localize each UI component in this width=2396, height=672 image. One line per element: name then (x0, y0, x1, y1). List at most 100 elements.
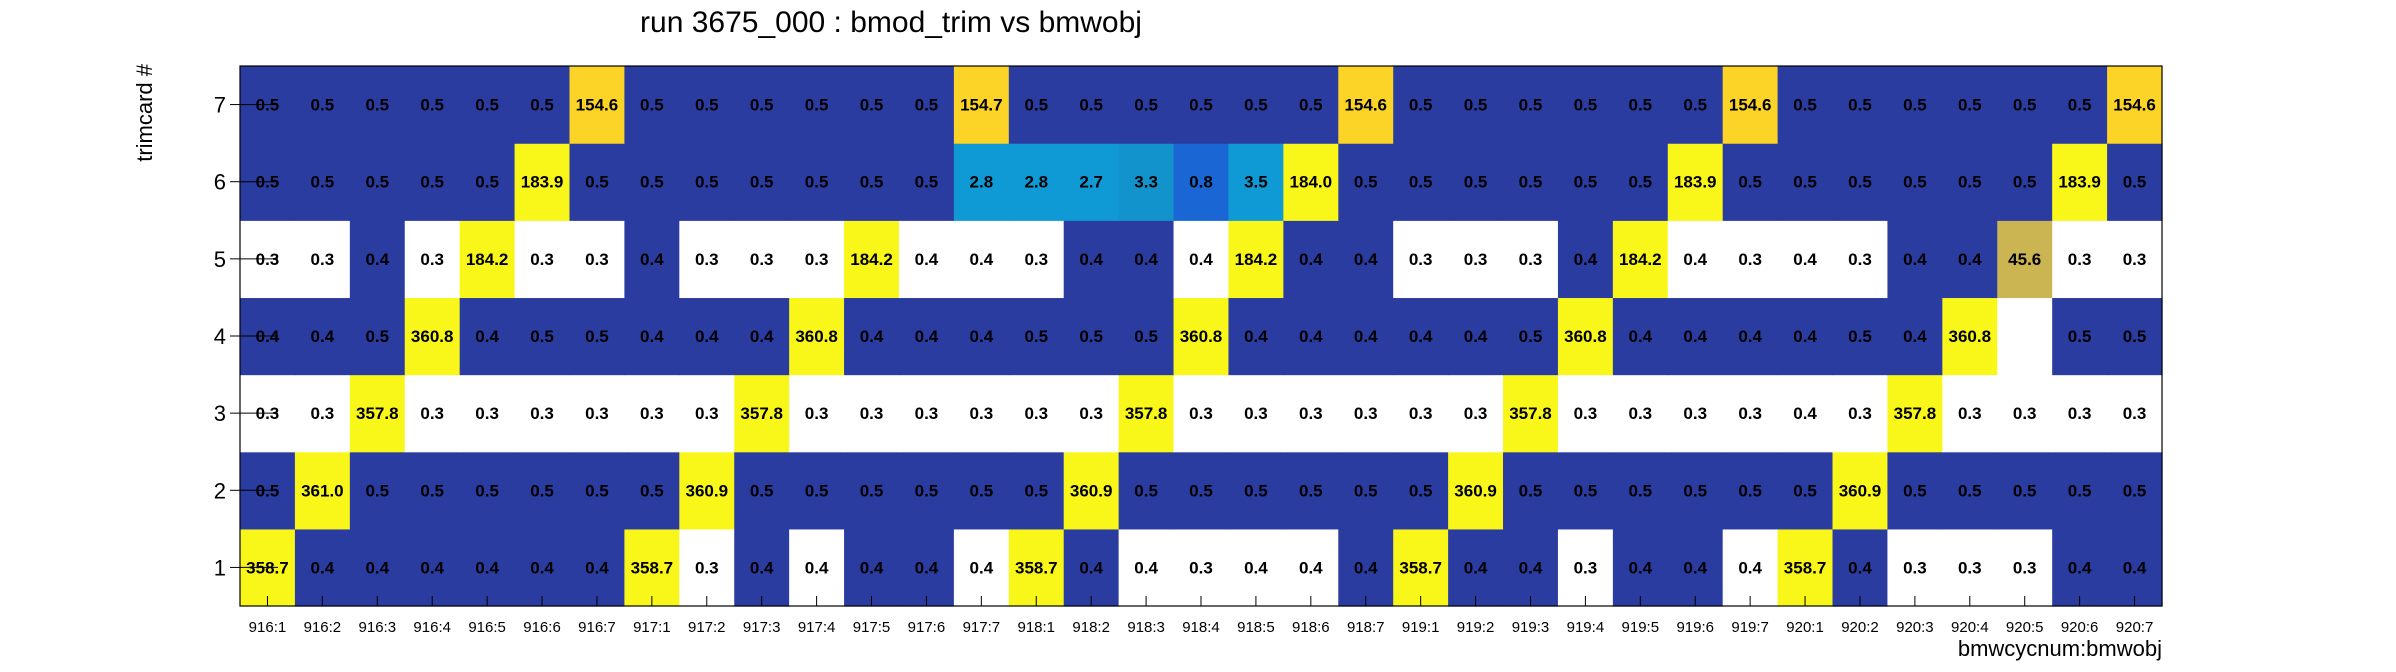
cell-value-label: 0.3 (311, 250, 335, 269)
cell-value-label: 0.5 (1354, 173, 1378, 192)
cell-value-label: 0.5 (1079, 327, 1103, 346)
heatmap-cell (953, 374, 1010, 453)
x-tick-label: 920:6 (2061, 619, 2099, 636)
heatmap-cell (844, 66, 900, 144)
heatmap-cell (349, 143, 406, 221)
cell-value-label: 0.4 (420, 558, 444, 577)
cell-value-label: 360.8 (795, 327, 838, 346)
y-tick-label: 1 (214, 555, 226, 580)
cell-value-label: 0.5 (695, 173, 719, 192)
heatmap-cell (2052, 143, 2108, 221)
cell-value-label: 0.4 (970, 327, 994, 346)
cell-value-label: 0.5 (1738, 173, 1762, 192)
cell-value-label: 0.4 (1958, 250, 1982, 269)
y-tick-labels: 1 2 3 4 5 6 7 (214, 93, 226, 581)
cell-value-label: 0.3 (970, 404, 994, 423)
cell-value-label: 0.4 (311, 327, 335, 346)
cell-value-label: 0.5 (2123, 327, 2147, 346)
cell-value-label: 0.3 (1848, 404, 1872, 423)
heatmap-cell (404, 143, 461, 221)
heatmap-cell (1722, 451, 1779, 530)
heatmap-cell (349, 66, 406, 144)
heatmap-cell (898, 66, 955, 144)
cell-value-label: 0.5 (1409, 481, 1433, 500)
x-tick-labels: 916:1 916:2 916:3 916:4 916:5 916:6 916:7 917:1… (249, 619, 2154, 636)
heatmap-cell (1667, 528, 1724, 607)
cell-value-label: 0.3 (915, 404, 939, 423)
heatmap-cell (844, 374, 900, 453)
cell-value-label: 0.4 (970, 250, 994, 269)
axes (230, 104, 2136, 606)
heatmap-cell (1448, 374, 1504, 453)
heatmap-cell (734, 451, 790, 530)
cell-value-label: 0.4 (1793, 250, 1817, 269)
heatmap-cell (2107, 451, 2163, 530)
cell-value-label: 3.3 (1134, 173, 1158, 192)
heatmap-cell (1557, 297, 1614, 376)
heatmap-cell (1338, 220, 1394, 299)
cell-value-label: 0.3 (311, 404, 335, 423)
cell-value-label: 0.4 (805, 558, 829, 577)
heatmap-cell (1008, 220, 1065, 299)
cell-value-label: 360.8 (1564, 327, 1607, 346)
cell-value-label: 0.5 (1848, 96, 1872, 115)
heatmap-cell (1338, 451, 1394, 530)
cell-value-label: 184.0 (1290, 173, 1333, 192)
heatmap-cell (569, 528, 625, 607)
heatmap-cell (1832, 451, 1889, 530)
heatmap-cell (734, 297, 790, 376)
cell-value-label: 0.4 (365, 558, 389, 577)
heatmap-cell-labels: 358.7 0.4 0.4 0.4 0.4 0.4 0.4 358.7 0.3 0.4 0.4 0.4… (246, 96, 2156, 578)
cell-value-label: 0.3 (1024, 250, 1048, 269)
cell-value-label: 0.5 (365, 96, 389, 115)
heatmap-cell (1283, 297, 1339, 376)
cell-value-label: 357.8 (356, 404, 399, 423)
cell-value-label: 0.5 (585, 173, 609, 192)
heatmap-cell (1722, 528, 1779, 607)
cell-value-label: 0.3 (1244, 404, 1268, 423)
cell-value-label: 0.5 (1683, 96, 1707, 115)
cell-value-label: 0.5 (1738, 481, 1762, 500)
heatmap-cell (2107, 66, 2163, 144)
x-tick-label: 917:7 (963, 619, 1001, 636)
cell-value-label: 0.4 (915, 250, 939, 269)
cell-value-label: 0.4 (1299, 327, 1323, 346)
cell-value-label: 0.3 (420, 250, 444, 269)
heatmap-cell (734, 528, 790, 607)
heatmap-cell (1722, 297, 1779, 376)
heatmap-cell (2107, 220, 2163, 299)
x-tick-label: 919:5 (1622, 619, 1660, 636)
cell-value-label: 0.5 (1519, 96, 1543, 115)
cell-value-label: 0.5 (1574, 173, 1598, 192)
cell-value-label: 0.5 (1793, 173, 1817, 192)
cell-value-label: 0.3 (695, 404, 719, 423)
cell-value-label: 360.9 (1070, 481, 1113, 500)
cell-value-label: 0.5 (1958, 173, 1982, 192)
heatmap-cell (1338, 66, 1394, 144)
heatmap-cell (1612, 220, 1669, 299)
cell-value-label: 0.5 (256, 481, 280, 500)
heatmap-cell (459, 66, 516, 144)
cell-value-label: 0.4 (1134, 558, 1158, 577)
heatmap-cell (569, 220, 625, 299)
cell-value-label: 0.3 (1409, 404, 1433, 423)
cell-value-label: 0.3 (585, 250, 609, 269)
heatmap-cell (1063, 143, 1120, 221)
heatmap-cell (953, 451, 1010, 530)
cell-value-label: 0.5 (640, 173, 664, 192)
cell-value-label: 0.5 (1244, 96, 1268, 115)
cell-value-label: 2.7 (1079, 173, 1103, 192)
heatmap-cell (789, 374, 845, 453)
cell-value-label: 0.5 (1189, 481, 1213, 500)
heatmap-cell (1228, 66, 1284, 144)
cell-value-label: 0.4 (365, 250, 389, 269)
y-tick-label: 6 (214, 170, 226, 195)
x-tick-label: 920:4 (1951, 619, 1989, 636)
cell-value-label: 0.4 (475, 558, 499, 577)
heatmap-cell (898, 297, 955, 376)
heatmap-cell (1832, 220, 1889, 299)
cell-value-label: 0.4 (1903, 327, 1927, 346)
heatmap-cell (459, 220, 516, 299)
cell-value-label: 0.4 (1189, 250, 1213, 269)
cell-value-label: 45.6 (2008, 250, 2041, 269)
